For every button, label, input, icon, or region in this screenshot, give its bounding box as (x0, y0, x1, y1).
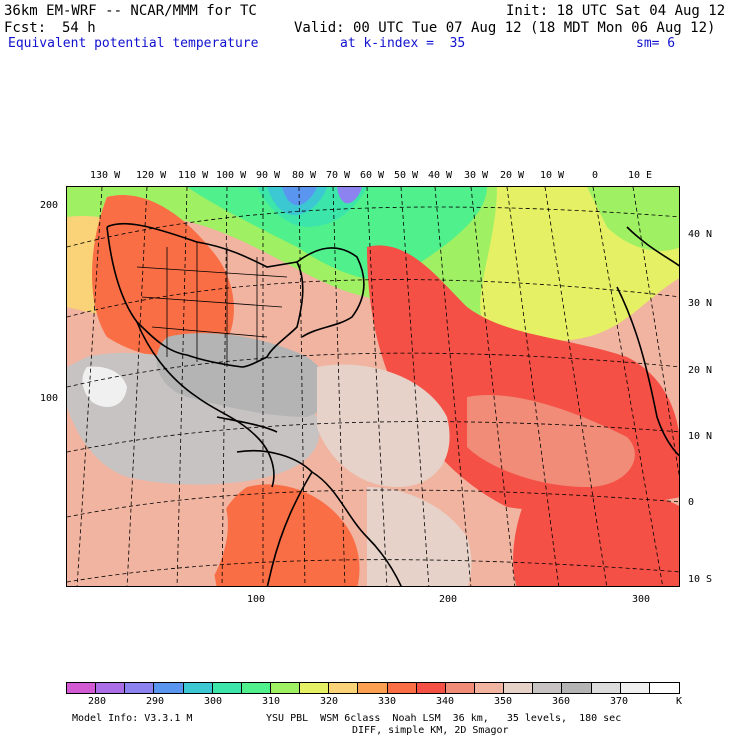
colorbar-swatch (504, 683, 534, 693)
lat-label: 0 (688, 497, 695, 508)
colorbar-label: 280 (88, 696, 107, 707)
colorbar-label: 330 (378, 696, 397, 707)
state-borders (136, 242, 288, 367)
colorbar-swatch (591, 683, 621, 693)
colorbar-swatch (445, 683, 475, 693)
y-tick-label: 200 (40, 200, 59, 211)
colorbar-units: K (676, 696, 683, 707)
colorbar-label: 360 (552, 696, 571, 707)
init-time: Init: 18 UTC Sat 04 Aug 12 (506, 3, 726, 19)
colorbar-swatch (270, 683, 301, 693)
lon-label: 120 W (136, 170, 167, 181)
colorbar-swatch (562, 683, 592, 693)
lon-label: 30 W (464, 170, 489, 181)
colorbar-swatch (154, 683, 184, 693)
colorbar-label: 370 (610, 696, 629, 707)
map-panel (66, 186, 680, 587)
colorbar-swatch (67, 683, 97, 693)
lon-label: 90 W (256, 170, 281, 181)
colorbar-swatch (620, 683, 650, 693)
color-scale-bar (66, 682, 680, 694)
physics-info: YSU PBL WSM 6class Noah LSM 36 km, 35 le… (266, 713, 622, 724)
x-tick-label: 300 (632, 594, 651, 605)
lon-label: 60 W (360, 170, 385, 181)
field-east-green (587, 187, 679, 251)
graticule (67, 187, 679, 586)
lon-label: 130 W (90, 170, 121, 181)
lon-label: 110 W (178, 170, 209, 181)
model-title: 36km EM-WRF -- NCAR/MMM for TC (4, 3, 257, 19)
colorbar-label: 300 (204, 696, 223, 707)
colorbar-label: 310 (262, 696, 281, 707)
y-tick-label: 100 (40, 393, 59, 404)
colorbar-label: 350 (494, 696, 513, 707)
lon-label: 100 W (216, 170, 247, 181)
lon-label: 20 W (500, 170, 525, 181)
field-salmon-east (467, 395, 635, 487)
colorbar-swatch (183, 683, 213, 693)
lon-label: 50 W (394, 170, 419, 181)
field-red-south (213, 484, 360, 586)
lon-label: 0 (592, 170, 599, 181)
x-tick-label: 100 (247, 594, 266, 605)
model-info: Model Info: V3.3.1 M (72, 713, 193, 724)
field-tan-se-amazon (367, 487, 472, 586)
colorbar-swatch (358, 683, 388, 693)
level-info: at k-index = 35 (340, 36, 466, 51)
colorbar-label: 340 (436, 696, 455, 707)
field-tan-midatlantic (317, 364, 450, 487)
lon-label: 40 W (428, 170, 453, 181)
lat-label: 40 N (688, 229, 713, 240)
field-tan-gulf (156, 333, 330, 417)
lon-label: 10 W (540, 170, 565, 181)
coastlines (106, 222, 679, 586)
lat-label: 10 N (688, 431, 713, 442)
colorbar-swatch (241, 683, 271, 693)
field-tan-sw (67, 477, 228, 586)
colorbar-label: 320 (320, 696, 339, 707)
field-name: Equivalent potential temperature (8, 36, 259, 51)
forecast-hour: 54 h (62, 20, 96, 36)
x-tick-label: 200 (439, 594, 458, 605)
colorbar-swatch (329, 683, 359, 693)
colorbar-swatch (300, 683, 330, 693)
colorbar-swatch (125, 683, 155, 693)
field-north-violet (337, 187, 362, 204)
diffusion-info: DIFF, simple KM, 2D Smagor (352, 725, 509, 736)
forecast-label: Fcst: (4, 20, 47, 36)
colorbar-swatch (474, 683, 505, 693)
smoothing-info: sm= 6 (636, 36, 676, 51)
lat-label: 30 N (688, 298, 713, 309)
colorbar-swatch (416, 683, 446, 693)
field-red-west (92, 195, 234, 360)
colorbar-swatch (212, 683, 242, 693)
lat-label: 20 N (688, 365, 713, 376)
valid-time: Valid: 00 UTC Tue 07 Aug 12 (18 MDT Mon … (294, 20, 716, 36)
colorbar-swatch (387, 683, 417, 693)
lon-label: 80 W (292, 170, 317, 181)
lon-label: 10 E (628, 170, 653, 181)
field-red-southeast (513, 477, 679, 586)
colorbar-label: 290 (146, 696, 165, 707)
lat-label: 10 S (688, 574, 713, 585)
colorbar-swatch (533, 683, 563, 693)
colorbar-swatch (649, 683, 679, 693)
colorbar-swatch (96, 683, 126, 693)
lon-label: 70 W (326, 170, 351, 181)
theta-e-field (67, 187, 679, 586)
